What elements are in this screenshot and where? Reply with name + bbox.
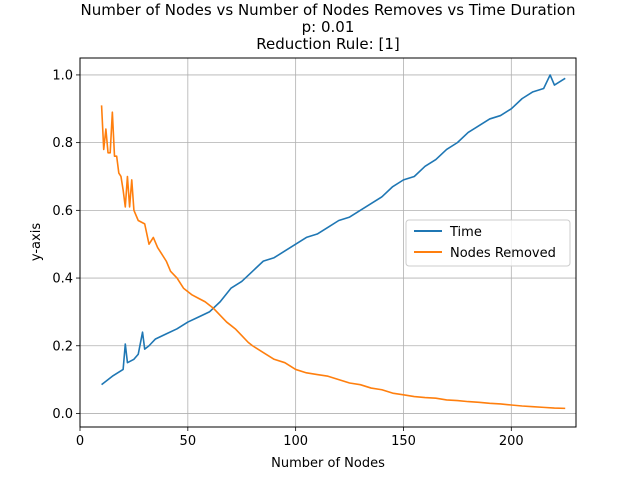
legend-box	[405, 219, 571, 267]
chart-subtitle-p: p: 0.01	[302, 18, 355, 36]
y-tick-label: 0.4	[52, 272, 73, 287]
chart-title: Number of Nodes vs Number of Nodes Remov…	[81, 1, 576, 19]
x-tick-label: 150	[391, 434, 416, 449]
chart-subtitle-rule: Reduction Rule: [1]	[256, 35, 399, 53]
y-axis-ticks: 0.0 0.2 0.4 0.6 0.8 1.0	[52, 68, 80, 422]
y-tick-label: 0.2	[52, 339, 73, 354]
series-lines	[100, 74, 566, 410]
x-tick-label: 50	[180, 434, 197, 449]
y-tick-label: 0.0	[52, 407, 73, 422]
x-axis-ticks: 0 50 100 150 200	[76, 427, 524, 449]
x-tick-label: 200	[499, 434, 524, 449]
y-tick-label: 0.6	[52, 204, 73, 219]
y-axis-label: y-axis	[29, 223, 44, 261]
grid-lines	[79, 58, 576, 427]
legend-label-time: Time	[449, 225, 482, 240]
legend: Time Nodes Removed	[405, 219, 571, 267]
y-tick-label: 0.8	[52, 136, 73, 151]
x-tick-label: 100	[283, 434, 308, 449]
plot-area-frame	[79, 57, 577, 428]
legend-label-nodes-removed: Nodes Removed	[450, 246, 556, 261]
x-axis-label: Number of Nodes	[271, 456, 385, 471]
series-line-time	[101, 74, 566, 386]
series-line-nodes-removed	[100, 105, 566, 410]
x-tick-label: 0	[76, 434, 84, 449]
y-tick-label: 1.0	[52, 68, 73, 83]
